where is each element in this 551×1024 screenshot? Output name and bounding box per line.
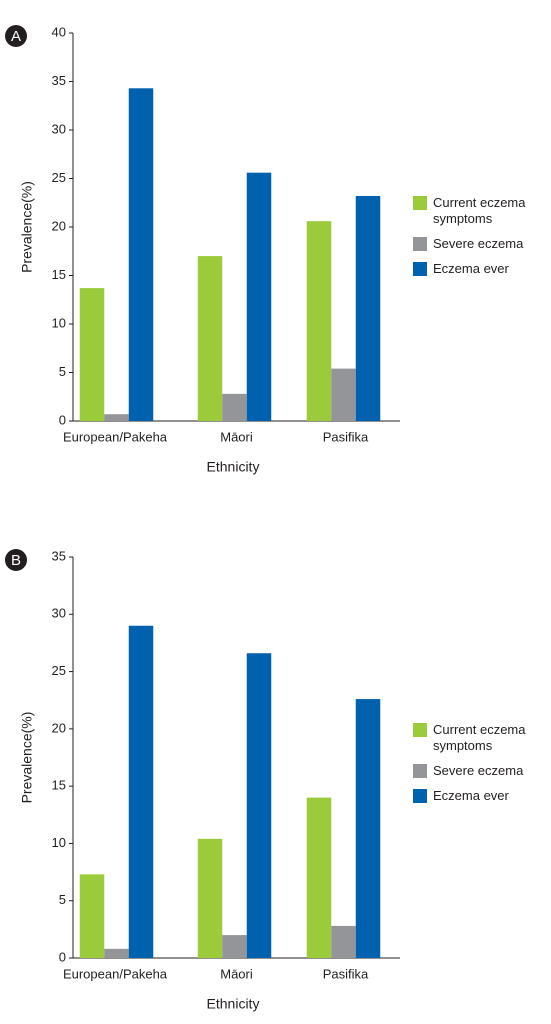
panel-badge [5,25,27,47]
x-tick-label: Māori [220,429,253,444]
bar [246,653,272,958]
legend: Current eczema symptoms Severe eczema Ecze… [413,722,543,813]
y-axis-title: Prevalence(%) [19,181,35,273]
legend: Current eczema symptoms Severe eczema Ecze… [413,195,543,286]
y-tick-label: 5 [59,364,66,379]
legend-swatch [413,237,427,251]
legend-label: Eczema ever [433,788,509,803]
bar [128,625,154,958]
bar [79,288,105,421]
y-tick-label: 0 [59,412,66,427]
legend-item: Severe eczema [413,236,543,252]
x-tick-label: European/Pakeha [63,966,168,981]
y-tick-label: 20 [52,720,66,735]
y-tick-label: 35 [52,73,66,88]
y-tick-label: 30 [52,606,66,621]
legend-label: Eczema ever [433,261,509,276]
legend-swatch [413,262,427,276]
legend-label: Current eczema symptoms [433,722,526,753]
y-tick-label: 25 [52,170,66,185]
legend-swatch [413,789,427,803]
bar [104,948,129,958]
y-tick-label: 20 [52,218,66,233]
bar [355,699,381,958]
chart: A 0 5 10 15 20 25 30 35 40 Prevalence(%) Ethnicity E… [5,24,400,475]
y-tick-label: 35 [52,548,66,563]
x-tick-label: European/Pakeha [63,429,168,444]
legend-swatch [413,764,427,778]
legend-swatch [413,196,427,210]
y-tick-label: 40 [52,24,66,39]
legend-label: Severe eczema [433,763,524,778]
bar [246,172,272,421]
bar [331,925,356,958]
legend-item: Current eczema symptoms [413,722,543,754]
x-axis-title: Ethnicity [207,459,260,475]
legend-item: Severe eczema [413,763,543,779]
x-axis-title: Ethnicity [207,996,260,1012]
y-tick-label: 10 [52,315,66,330]
y-tick-label: 30 [52,121,66,136]
bar [222,935,247,958]
x-tick-label: Māori [220,966,253,981]
legend-item: Eczema ever [413,261,543,277]
y-tick-label: 15 [52,778,66,793]
legend-label: Current eczema symptoms [433,195,526,226]
bar [331,368,356,421]
panel-label: A [11,28,21,45]
bar [197,256,223,421]
y-tick-label: 5 [59,892,66,907]
legend-item: Current eczema symptoms [413,195,543,227]
y-tick-label: 0 [59,949,66,964]
x-tick-label: Pasifika [323,429,369,444]
bar [306,797,332,958]
y-tick-label: 10 [52,835,66,850]
bar [355,195,381,421]
panel-label: B [11,552,21,569]
legend-item: Eczema ever [413,788,543,804]
chart: B 0 5 10 15 20 25 30 35 Prevalence(%) Ethnicity Eur… [5,548,400,1012]
bar [306,221,332,421]
y-axis-title: Prevalence(%) [19,712,35,804]
bar [222,393,247,421]
x-tick-label: Pasifika [323,966,369,981]
bar [197,838,223,958]
y-tick-label: 15 [52,267,66,282]
panel-badge [5,549,27,571]
bar [128,88,154,421]
y-tick-label: 25 [52,663,66,678]
legend-label: Severe eczema [433,236,524,251]
bar [104,414,129,421]
bar [79,874,105,958]
legend-swatch [413,723,427,737]
